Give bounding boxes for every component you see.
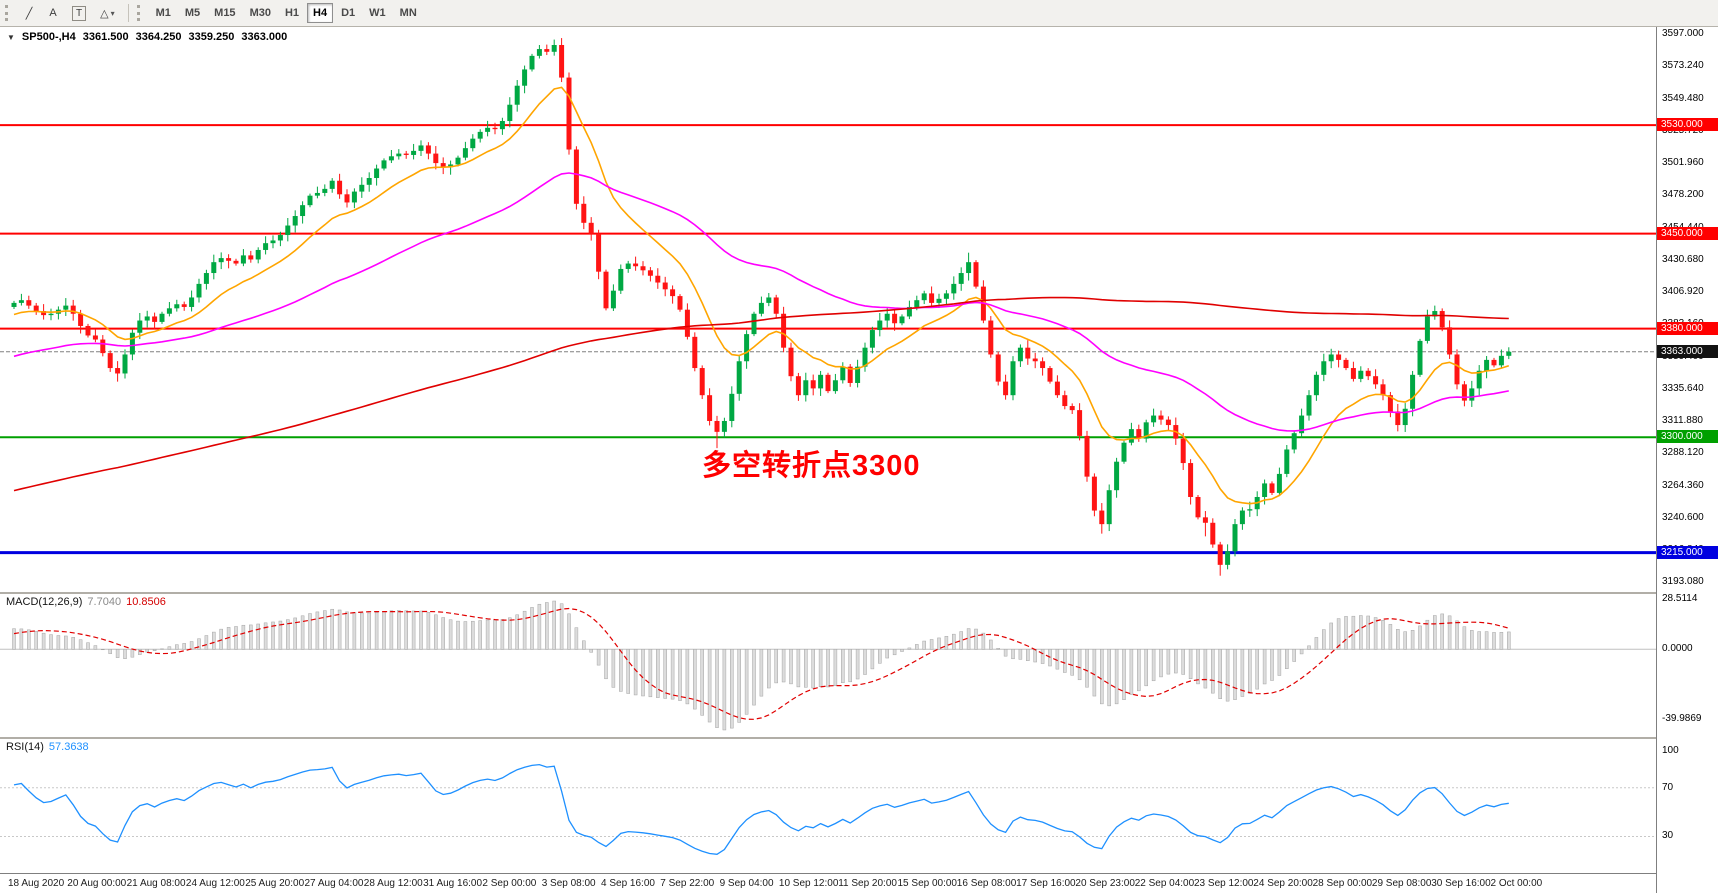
macd-axis-label: -39.9869 [1662,713,1702,725]
shapes-tool-button[interactable]: △ ▾ [94,3,120,23]
price-axis-label: 3597.000 [1662,28,1704,40]
price-axis-label: 3549.480 [1662,92,1704,104]
price-axis-label: 3193.080 [1662,576,1704,588]
time-axis-label: 20 Sep 23:00 [1075,878,1135,889]
price-level-label[interactable]: 3450.000 [1657,226,1718,240]
timeframe-m15-button[interactable]: M15 [208,3,241,23]
price-axis-label: 3501.960 [1662,157,1704,169]
time-axis-label: 10 Sep 12:00 [778,878,839,889]
macd-signal-value: 10.8506 [126,596,166,608]
rsi-value: 57.3638 [48,741,89,753]
price-axis-label: 3311.880 [1662,415,1703,427]
chart-annotation-text[interactable]: 多空转折点3300 [702,450,921,482]
timeframe-m5-button[interactable]: M5 [179,3,206,23]
time-axis-label: 20 Aug 00:00 [67,878,127,889]
price-axis-label: 3478.200 [1662,189,1704,201]
label-tool-button[interactable]: T [66,3,92,23]
panel-splitter-rsi[interactable] [0,737,1718,739]
time-axis-label: 11 Sep 20:00 [838,878,897,889]
macd-indicator-label: MACD(12,26,9) 7.7040 10.8506 [6,596,166,608]
time-axis-label: 28 Aug 12:00 [363,878,423,889]
price-axis-label: 3264.360 [1662,479,1704,491]
trendline-icon: ╱ [25,7,33,20]
time-axis[interactable]: 18 Aug 2020 20 Aug 00:00 21 Aug 08:00 24 Au… [0,873,1656,893]
ohlc-low: 3359.250 [188,31,235,43]
label-tool-icon: T [72,5,87,21]
toolbar-separator [127,4,129,22]
timeframe-mn-button[interactable]: MN [394,3,423,23]
current-price-label: 3363.000 [1657,344,1718,358]
timeframe-h1-button[interactable]: H1 [279,3,305,23]
timeframe-m30-button[interactable]: M30 [244,3,277,23]
time-axis-label: 17 Sep 16:00 [1016,878,1076,889]
rsi-axis-label: 70 [1662,781,1674,793]
price-level-label[interactable]: 3215.000 [1657,545,1718,559]
text-tool-icon: A [49,7,57,19]
rsi-indicator-label: RSI(14) 57.3638 [6,741,89,753]
time-axis-label: 2 Oct 00:00 [1490,878,1543,889]
time-axis-label: 4 Sep 16:00 [601,878,655,889]
time-axis-label: 30 Sep 16:00 [1431,878,1491,889]
price-axis-label: 3573.240 [1662,60,1704,72]
rsi-axis-label: 30 [1662,830,1674,842]
symbol-period-label: SP500-,H4 [21,31,76,43]
timeframe-d1-button[interactable]: D1 [335,3,361,23]
toolbar-grip[interactable] [5,5,12,21]
ohlc-high: 3364.250 [135,31,182,43]
time-axis-label: 7 Sep 22:00 [660,878,715,889]
time-axis-label: 2 Sep 00:00 [482,878,537,889]
timeframe-toolbar-grip[interactable] [136,5,144,21]
time-axis-label: 27 Aug 04:00 [304,878,364,889]
time-axis-label: 16 Sep 08:00 [956,878,1017,889]
rsi-name: RSI(14) [6,741,44,753]
price-axis[interactable]: 3597.0003573.2403549.4803525.7203501.960… [1656,26,1718,893]
price-axis-label: 3240.600 [1662,511,1704,523]
chart-header: ▼ SP500-,H4 3361.500 3364.250 3359.250 3… [7,31,287,43]
time-axis-label: 24 Aug 12:00 [185,878,245,889]
toolbar: ╱ A T △ ▾ M1 M5 M15 M30 H1 H4 D1 W1 MN [0,0,1718,27]
timeframe-m1-button[interactable]: M1 [150,3,177,23]
trendline-tool-button[interactable]: ╱ [18,3,40,23]
price-level-label[interactable]: 3300.000 [1657,430,1718,444]
timeframe-h4-button[interactable]: H4 [307,3,334,23]
time-axis-label: 3 Sep 08:00 [541,878,596,889]
macd-axis-label: 0.0000 [1662,643,1693,655]
text-tool-button[interactable]: A [42,3,64,23]
macd-axis-label: 28.5114 [1662,593,1698,605]
ohlc-open: 3361.500 [82,31,129,43]
time-axis-label: 15 Sep 00:00 [897,878,958,889]
time-axis-label: 22 Sep 04:00 [1134,878,1195,889]
price-axis-label: 3430.680 [1662,253,1704,265]
time-axis-label: 25 Aug 20:00 [245,878,305,889]
timeframe-w1-button[interactable]: W1 [363,3,392,23]
shapes-icon: △ [100,7,109,20]
dropdown-caret-icon: ▾ [110,8,115,18]
macd-name: MACD(12,26,9) [6,596,83,608]
time-axis-label: 23 Sep 12:00 [1194,878,1254,889]
time-axis-label: 21 Aug 08:00 [126,878,186,889]
time-axis-label: 28 Sep 00:00 [1312,878,1373,889]
panel-splitter-macd[interactable] [0,592,1718,594]
time-axis-label: 29 Sep 08:00 [1371,878,1432,889]
time-axis-label: 24 Sep 20:00 [1253,878,1313,889]
price-axis-label: 3406.920 [1662,286,1704,298]
time-axis-label: 18 Aug 2020 [8,878,65,889]
time-axis-label: 9 Sep 04:00 [719,878,774,889]
macd-main-value: 7.7040 [87,596,122,608]
rsi-axis-label: 100 [1662,745,1679,757]
price-axis-label: 3335.640 [1662,382,1704,394]
chart-menu-arrow-icon[interactable]: ▼ [7,32,15,42]
time-axis-label: 31 Aug 16:00 [423,878,483,889]
price-level-label[interactable]: 3530.000 [1657,118,1718,132]
ohlc-close: 3363.000 [241,31,288,43]
price-level-label[interactable]: 3380.000 [1657,321,1718,335]
price-axis-label: 3288.120 [1662,447,1704,459]
